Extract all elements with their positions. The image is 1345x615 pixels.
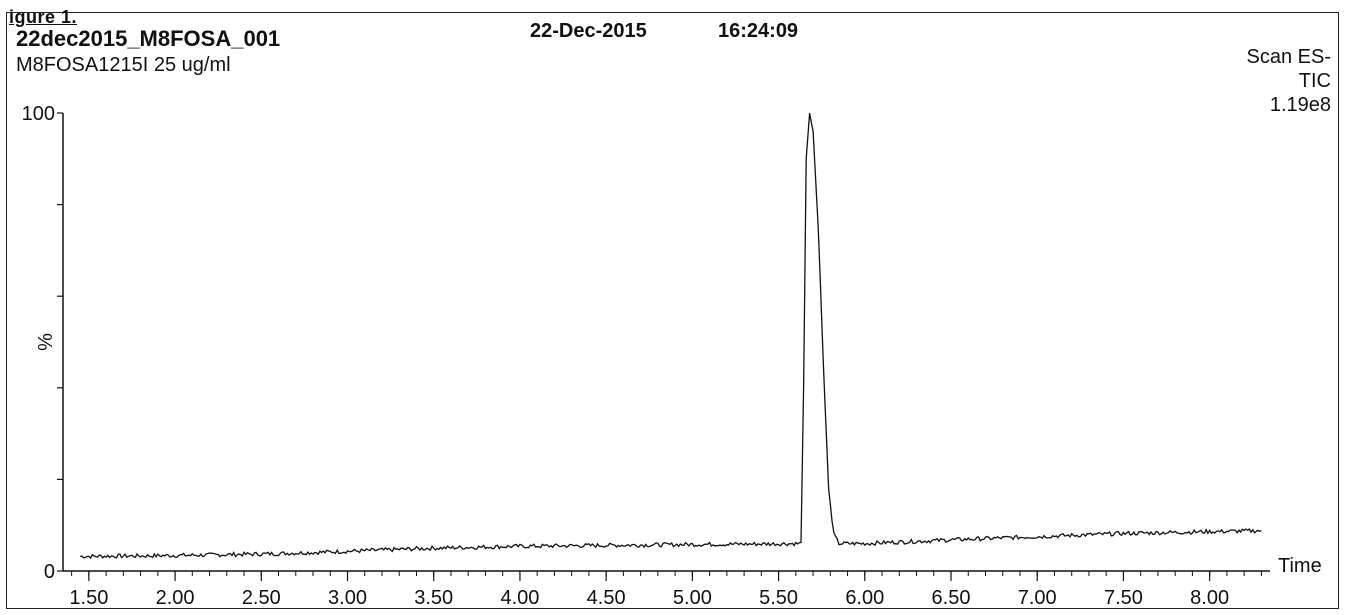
- x-tick-label: 3.00: [328, 587, 367, 609]
- x-tick-label: 6.50: [932, 587, 971, 609]
- trace-type: TIC: [1298, 70, 1331, 92]
- x-tick-label: 5.00: [673, 587, 712, 609]
- x-tick-label: 2.00: [156, 587, 195, 609]
- x-tick-label: 5.50: [759, 587, 798, 609]
- sample-name: M8FOSA1215I 25 ug/ml: [16, 54, 231, 76]
- chromatogram-frame: igure 1.: [6, 7, 1339, 609]
- x-axis-label: Time: [1278, 555, 1322, 577]
- x-tick-label: 8.00: [1190, 587, 1229, 609]
- scan-mode: Scan ES-: [1246, 46, 1331, 68]
- x-tick-label: 7.50: [1104, 587, 1143, 609]
- x-tick-label: 4.00: [500, 587, 539, 609]
- acquisition-date: 22-Dec-2015: [530, 20, 647, 42]
- figure-caption: igure 1.: [9, 7, 78, 27]
- acquisition-time: 16:24:09: [718, 20, 799, 42]
- x-tick-label: 6.00: [845, 587, 884, 609]
- x-tick-label: 1.50: [69, 587, 108, 609]
- run-id: 22dec2015_M8FOSA_001: [16, 26, 281, 51]
- x-tick-label: 7.00: [1018, 587, 1057, 609]
- y-tick-label: 100: [22, 103, 55, 125]
- max-intensity: 1.19e8: [1269, 94, 1331, 116]
- tic-trace-line: [80, 112, 1262, 560]
- y-tick-label: 0: [44, 561, 55, 583]
- y-axis-label: %: [35, 333, 57, 351]
- x-tick-label: 3.50: [414, 587, 453, 609]
- x-tick-label: 4.50: [587, 587, 626, 609]
- x-tick-label: 2.50: [242, 587, 281, 609]
